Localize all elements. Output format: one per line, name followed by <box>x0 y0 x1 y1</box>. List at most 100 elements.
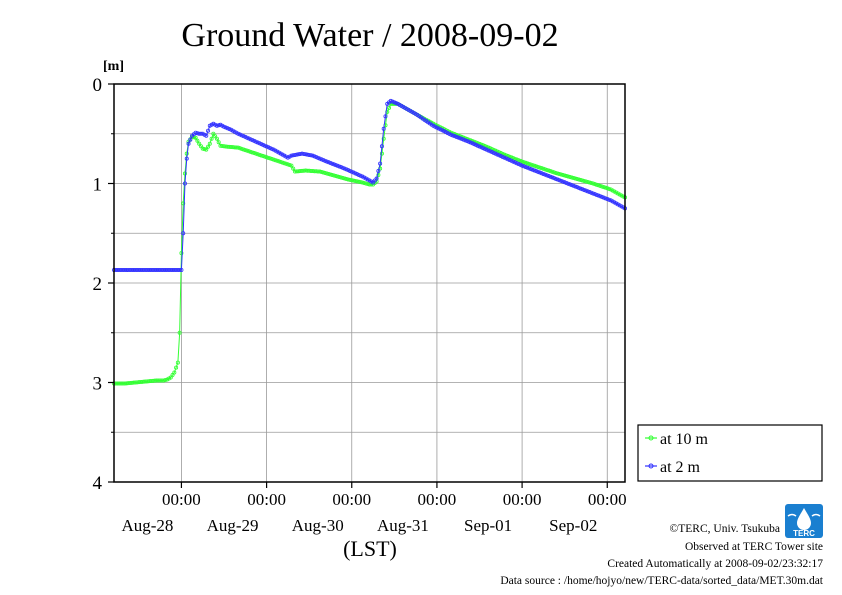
footer-info: ©TERC, Univ. Tsukuba Observed at TERC To… <box>500 523 823 587</box>
created-text: Created Automatically at 2008-09-02/23:3… <box>607 558 823 570</box>
data-point <box>539 166 544 171</box>
data-point <box>222 144 227 149</box>
data-point <box>204 147 209 152</box>
y-tick-label: 3 <box>93 374 103 395</box>
data-point <box>585 180 590 185</box>
data-point <box>351 178 356 183</box>
data-point <box>236 145 241 150</box>
data-point <box>163 378 168 383</box>
data-point <box>253 151 258 156</box>
data-point <box>261 154 266 159</box>
data-point <box>216 140 221 145</box>
data-point <box>607 186 612 191</box>
data-point <box>330 173 335 178</box>
data-point <box>291 166 296 171</box>
data-point <box>161 378 166 383</box>
data-point <box>204 133 209 138</box>
data-point <box>280 160 285 165</box>
data-point <box>528 162 533 167</box>
data-point <box>321 170 326 175</box>
wave-icon <box>787 513 821 517</box>
data-point <box>179 268 184 273</box>
data-point <box>605 186 610 191</box>
data-point <box>337 175 342 180</box>
data-point <box>289 163 294 168</box>
data-point <box>250 150 255 155</box>
data-point <box>323 171 328 176</box>
data-point <box>335 174 340 179</box>
series-line <box>114 103 626 384</box>
terc-logo: TERC <box>785 504 823 538</box>
data-point <box>206 128 211 133</box>
data-point <box>365 181 370 186</box>
data-point <box>548 169 553 174</box>
data-point <box>266 155 271 160</box>
data-point <box>592 182 597 187</box>
data-point <box>576 177 581 182</box>
series-line <box>114 100 626 271</box>
data-point <box>257 152 262 157</box>
data-point <box>262 154 267 159</box>
x-tick-time: 00:00 <box>332 490 371 509</box>
data-point <box>525 161 530 166</box>
data-point <box>564 174 569 179</box>
data-point <box>177 330 182 335</box>
data-point <box>324 171 329 176</box>
data-point <box>532 163 537 168</box>
data-point <box>374 176 379 181</box>
y-tick-label: 2 <box>93 274 103 295</box>
data-point <box>520 159 525 164</box>
data-point <box>277 159 282 164</box>
data-point <box>214 136 219 141</box>
data-point <box>181 201 186 206</box>
data-point <box>583 179 588 184</box>
data-point <box>287 162 292 167</box>
data-point <box>198 131 203 136</box>
data-point <box>193 135 198 140</box>
x-tick-date: Aug-29 <box>207 516 259 535</box>
legend-label-10m: at 10 m <box>660 431 709 448</box>
data-point <box>353 179 358 184</box>
data-point <box>582 179 587 184</box>
data-point <box>172 370 177 375</box>
y-tick-label: 0 <box>93 75 103 96</box>
series-10m <box>112 101 628 386</box>
data-point <box>177 268 182 273</box>
data-point <box>273 158 278 163</box>
data-point <box>292 152 297 157</box>
data-point <box>379 144 384 149</box>
data-point <box>248 149 253 154</box>
data-point <box>342 176 347 181</box>
data-point <box>566 174 571 179</box>
data-point <box>181 231 186 236</box>
data-point <box>546 168 551 173</box>
data-point <box>543 167 548 172</box>
data-point <box>332 173 337 178</box>
data-point <box>303 152 308 157</box>
data-point <box>182 171 187 176</box>
x-tick-date: Sep-02 <box>549 516 597 535</box>
data-point <box>234 145 239 150</box>
data-point <box>550 169 555 174</box>
legend-marker-2m <box>648 463 654 469</box>
data-point <box>339 175 344 180</box>
x-tick-time: 00:00 <box>588 490 627 509</box>
legend-label-2m: at 2 m <box>660 459 701 476</box>
data-point <box>594 182 599 187</box>
data-point <box>553 170 558 175</box>
data-point <box>347 177 352 182</box>
data-point <box>252 151 257 156</box>
data-point <box>206 144 211 149</box>
data-point <box>599 184 604 189</box>
data-point <box>285 162 290 167</box>
data-point <box>381 126 386 131</box>
data-point <box>200 146 205 151</box>
y-tick-label: 4 <box>93 473 103 494</box>
data-point <box>186 141 191 146</box>
data-point <box>159 378 164 383</box>
data-point <box>218 143 223 148</box>
x-axis-ticks: 00:00 Aug-28 00:00 Aug-29 00:00 Aug-30 00:00 Au… <box>121 482 627 535</box>
x-tick-time: 00:00 <box>162 490 201 509</box>
legend-box <box>637 424 823 482</box>
